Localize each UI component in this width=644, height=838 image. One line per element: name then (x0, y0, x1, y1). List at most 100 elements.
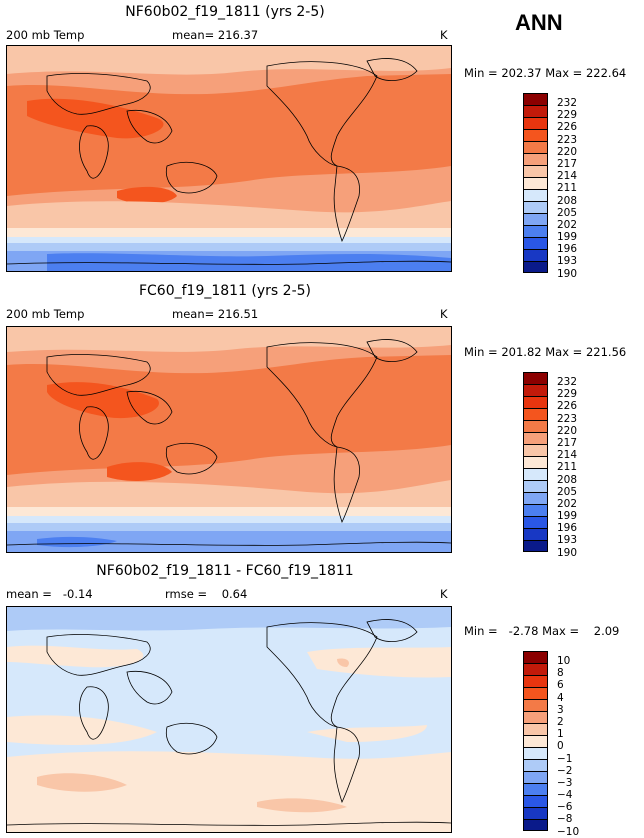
season-label: ANN (515, 10, 563, 35)
colorbar-swatch (523, 129, 548, 141)
colorbar-swatch (523, 237, 548, 249)
panel-3-level: 2 (557, 715, 564, 728)
panel-1-level: 205 (557, 206, 578, 219)
panel-3-level: −3 (557, 776, 573, 789)
panel-3-level: −4 (557, 789, 573, 802)
colorbar-swatch (523, 492, 548, 504)
panel-2-level: 193 (557, 534, 578, 547)
panel-1-contour-field (7, 46, 451, 271)
panel-2-level: 229 (557, 388, 578, 401)
colorbar-swatch (523, 711, 548, 723)
panel-1-level: 211 (557, 182, 578, 195)
panel-3-level: 10 (557, 655, 571, 667)
colorbar-swatch (523, 480, 548, 492)
colorbar-swatch (523, 723, 548, 735)
panel-1-level: 226 (557, 121, 578, 134)
colorbar-swatch (523, 651, 548, 663)
colorbar-swatch (523, 396, 548, 408)
panel-2-colorbar-labels: 232 229 226 223 220 217 214 211 208 205 … (557, 376, 577, 559)
colorbar-swatch (523, 699, 548, 711)
colorbar-swatch (523, 468, 548, 480)
panel-3-level: −1 (557, 752, 573, 765)
colorbar-swatch (523, 807, 548, 819)
colorbar-swatch (523, 819, 548, 831)
panel-2-level: 196 (557, 522, 578, 535)
colorbar-swatch (523, 249, 548, 261)
colorbar-swatch (523, 687, 548, 699)
panel-1-level: 193 (557, 255, 578, 268)
panel-3-level: −8 (557, 813, 573, 826)
colorbar-swatch (523, 504, 548, 516)
panel-2-mean-label: mean= 216.51 (172, 307, 259, 321)
colorbar-swatch (523, 456, 548, 468)
colorbar-swatch (523, 213, 548, 225)
panel-1-level: 232 (557, 97, 578, 109)
panel-2-colorbar (523, 372, 550, 552)
colorbar-swatch (523, 759, 548, 771)
colorbar-swatch (523, 540, 548, 552)
panel-3-map (6, 606, 452, 833)
panel-3-level: 1 (557, 728, 564, 741)
panel-3-level: −10 (557, 825, 580, 838)
panel-1-map (6, 45, 452, 272)
colorbar-swatch (523, 201, 548, 213)
colorbar-swatch (523, 795, 548, 807)
panel-1-level: 199 (557, 231, 578, 244)
panel-3-level: 4 (557, 691, 564, 704)
panel-2-title: FC60_f19_1811 (yrs 2-5) (138, 283, 312, 299)
colorbar-swatch (523, 153, 548, 165)
panel-2-level: 190 (557, 546, 578, 559)
panel-1-minmax: Min = 202.37 Max = 222.64 (464, 66, 627, 80)
panel-3-level: −2 (557, 764, 573, 777)
panel-1-colorbar-labels: 232 229 226 223 220 217 214 211 208 205 … (557, 97, 577, 280)
panel-2-level: 223 (557, 412, 578, 425)
panel-2-level: 232 (557, 376, 578, 388)
colorbar-swatch (523, 663, 548, 675)
colorbar-swatch (523, 384, 548, 396)
panel-1-variable-label: 200 mb Temp (6, 28, 85, 42)
panel-1-level: 214 (557, 170, 578, 183)
panel-1-mean-label: mean= 216.37 (172, 28, 259, 42)
panel-1-level: 208 (557, 194, 578, 207)
panel-2-level: 214 (557, 449, 578, 462)
panel-1-level: 217 (557, 157, 578, 170)
panel-2-level: 208 (557, 473, 578, 486)
panel-3-level: 8 (557, 667, 564, 680)
panel-2-units: K (440, 307, 448, 321)
panel-2-minmax: Min = 201.82 Max = 221.56 (464, 345, 627, 359)
panel-2-level: 226 (557, 400, 578, 413)
panel-3-units: K (440, 587, 448, 601)
colorbar-swatch (523, 420, 548, 432)
colorbar-swatch (523, 372, 548, 384)
panel-1-level: 202 (557, 218, 578, 231)
panel-3-title: NF60b02_f19_1811 - FC60_f19_1811 (96, 563, 354, 579)
colorbar-swatch (523, 117, 548, 129)
panel-2-variable-label: 200 mb Temp (6, 307, 85, 321)
panel-1-units: K (440, 28, 448, 42)
panel-3-level: −6 (557, 801, 573, 814)
colorbar-swatch (523, 165, 548, 177)
panel-1-title: NF60b02_f19_1811 (yrs 2-5) (125, 4, 325, 20)
panel-2-map (6, 326, 452, 553)
colorbar-swatch (523, 261, 548, 273)
panel-2-contour-field (7, 327, 451, 552)
panel-3-level: 3 (557, 703, 564, 716)
panel-3-minmax: Min = -2.78 Max = 2.09 (464, 624, 620, 638)
panel-1-colorbar (523, 93, 550, 273)
panel-3-mean-label: mean = -0.14 (6, 587, 93, 601)
panel-2-level: 217 (557, 436, 578, 449)
colorbar-swatch (523, 444, 548, 456)
panel-1-level: 196 (557, 243, 578, 256)
colorbar-swatch (523, 225, 548, 237)
colorbar-swatch (523, 675, 548, 687)
colorbar-swatch (523, 528, 548, 540)
colorbar-swatch (523, 93, 548, 105)
colorbar-swatch (523, 516, 548, 528)
panel-3-colorbar (523, 651, 550, 831)
colorbar-swatch (523, 771, 548, 783)
panel-1-level: 229 (557, 109, 578, 122)
panel-1-level: 220 (557, 145, 578, 158)
colorbar-swatch (523, 432, 548, 444)
colorbar-swatch (523, 783, 548, 795)
panel-2-level: 205 (557, 485, 578, 498)
